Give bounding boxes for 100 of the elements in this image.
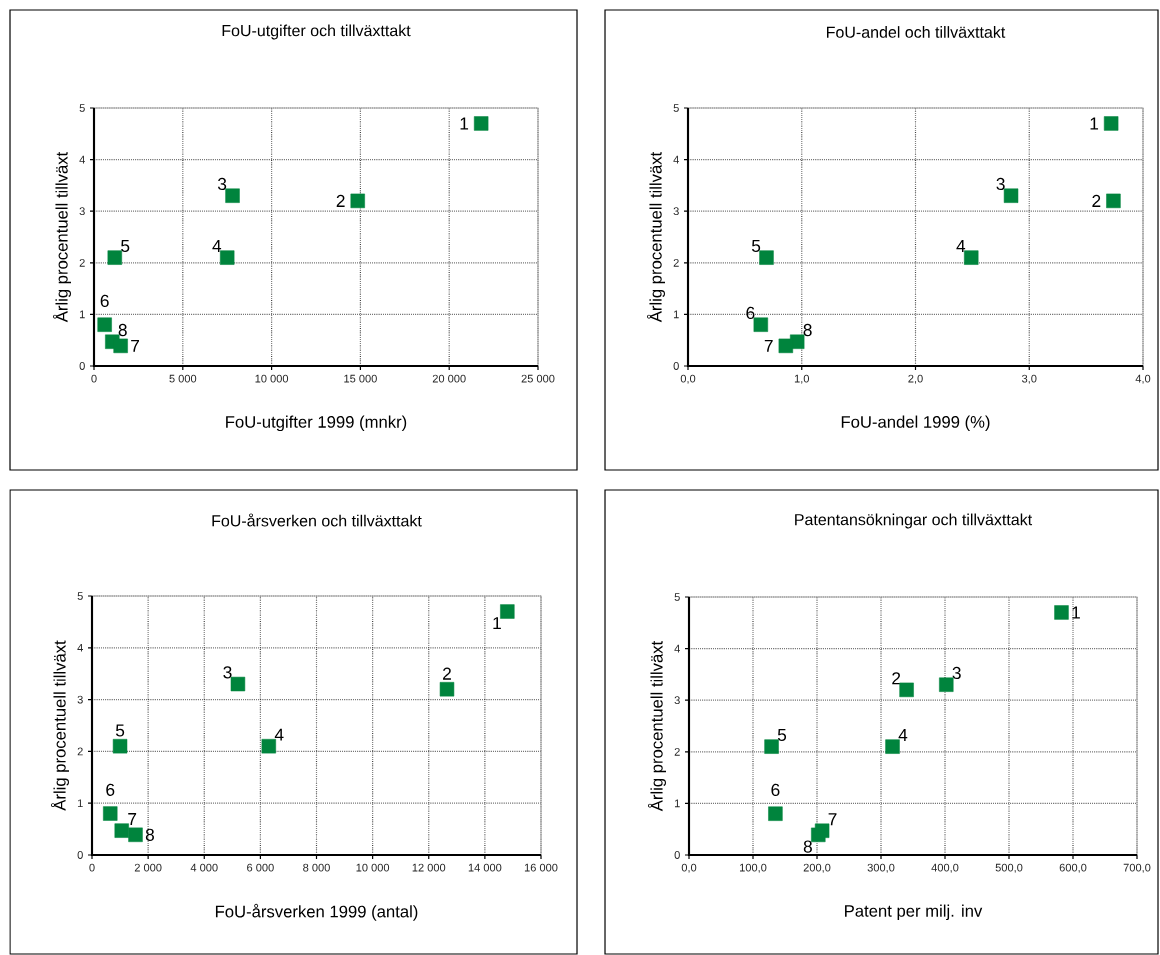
point [225, 188, 240, 203]
annotation: 8 [118, 323, 127, 337]
x-tick-label: 300,0 [867, 863, 895, 873]
point [768, 806, 783, 821]
annotation: 4 [898, 729, 908, 742]
x-tick-label: 500,0 [995, 863, 1023, 873]
annotation: 8 [803, 323, 812, 337]
annotation: 3 [996, 177, 1005, 191]
point [473, 116, 489, 131]
annotation: 6 [106, 783, 115, 796]
x-tick-label: 0 [89, 863, 95, 872]
annotation: 3 [952, 666, 961, 680]
chart-title: FoU-årsverken och tillväxttakt [212, 513, 422, 527]
annotation: 1 [1072, 606, 1080, 619]
point [220, 250, 235, 265]
y-tick-label: 5 [79, 104, 85, 112]
point [814, 823, 830, 838]
y-tick-label: 0 [674, 851, 680, 859]
x-tick-label: 2 000 [134, 863, 162, 872]
y-tick-label: 1 [79, 310, 85, 319]
point [103, 806, 118, 821]
point [964, 250, 979, 265]
annotation: 4 [212, 240, 222, 253]
x-tick-label: 0,0 [681, 863, 697, 873]
y-tick-label: 3 [77, 695, 83, 704]
annotation: 6 [746, 306, 755, 320]
y-tick-label: 2 [77, 747, 83, 756]
point [500, 604, 515, 619]
y-tick-label: 1 [673, 310, 679, 319]
x-tick-label: 15 000 [344, 374, 377, 383]
point [1054, 605, 1069, 620]
x-tick-label: 10 000 [356, 863, 390, 872]
annotation: 1 [493, 617, 501, 630]
x-tick-label: 25 000 [521, 374, 555, 383]
y-tick-label: 4 [77, 643, 83, 652]
point [112, 739, 128, 754]
x-axis-title: Patent per milj. inv [845, 904, 983, 921]
annotation: 1 [460, 117, 469, 130]
x-tick-label: 3,0 [1021, 374, 1037, 384]
y-axis-title: Årlig procentuell tillväxt [52, 151, 71, 323]
x-tick-label: 1,0 [794, 374, 810, 384]
x-tick-label: 600,0 [1059, 863, 1087, 873]
x-tick-label: 2,0 [908, 374, 923, 384]
y-tick-label: 0 [77, 851, 83, 859]
annotation: 3 [217, 177, 227, 191]
annotation: 4 [956, 240, 966, 253]
annotation: 3 [223, 666, 232, 679]
x-tick-label: 14 000 [468, 863, 502, 872]
y-tick-label: 4 [79, 155, 85, 164]
annotation: 6 [771, 783, 780, 797]
y-tick-label: 2 [79, 258, 85, 267]
annotation: 2 [443, 667, 451, 680]
x-tick-label: 400,0 [931, 863, 959, 873]
y-tick-label: 0 [673, 362, 679, 370]
point [899, 682, 914, 698]
y-tick-label: 1 [77, 799, 83, 807]
x-axis-title: FoU-utgifter 1999 (mnkr) [226, 415, 407, 432]
y-tick-label: 4 [674, 644, 680, 653]
chart-title: FoU-utgifter och tillväxttakt [222, 24, 411, 40]
x-tick-label: 4,0 [1135, 374, 1151, 384]
annotation: 7 [131, 339, 140, 352]
x-axis-title: FoU-årsverken 1999 (antal) [215, 903, 418, 921]
annotation: 2 [892, 672, 901, 685]
y-axis-title: Årlig procentuell tillväxt [50, 640, 69, 811]
point [1003, 188, 1019, 203]
point [764, 739, 779, 754]
chart-title: Patentansökningar och tillväxttakt [795, 513, 1033, 529]
point [939, 677, 954, 692]
x-tick-label: 12 000 [412, 863, 446, 872]
chart-title: FoU-andel och tillväxttakt [827, 26, 1006, 38]
annotation: 5 [751, 239, 761, 253]
x-tick-label: 5 000 [169, 374, 197, 383]
point [261, 739, 276, 754]
annotation: 5 [121, 239, 130, 253]
y-tick-label: 5 [674, 593, 680, 601]
point [107, 250, 122, 265]
point [128, 827, 143, 842]
x-tick-label: 6 000 [247, 863, 274, 872]
point [885, 739, 900, 754]
y-tick-label: 4 [673, 155, 679, 164]
point [97, 317, 112, 332]
x-tick-label: 20 000 [432, 374, 466, 383]
x-tick-label: 10 000 [255, 374, 289, 383]
point [1103, 116, 1119, 131]
y-tick-label: 3 [674, 696, 680, 705]
annotation: 7 [764, 339, 773, 352]
y-tick-label: 2 [673, 258, 679, 267]
y-tick-label: 1 [674, 799, 680, 808]
point [759, 250, 774, 265]
y-tick-label: 3 [79, 207, 85, 216]
x-tick-label: 200,0 [803, 863, 831, 873]
x-tick-label: 8 000 [303, 863, 330, 872]
x-tick-label: 4 000 [190, 863, 218, 872]
x-tick-label: 0,0 [680, 374, 696, 384]
x-tick-label: 100,0 [740, 863, 767, 873]
x-axis-title: FoU-andel 1999 (%) [841, 415, 990, 432]
annotation: 6 [100, 294, 109, 308]
x-tick-label: 16 000 [524, 863, 558, 872]
annotation: 1 [1090, 117, 1099, 130]
x-tick-label: 0 [91, 374, 97, 383]
